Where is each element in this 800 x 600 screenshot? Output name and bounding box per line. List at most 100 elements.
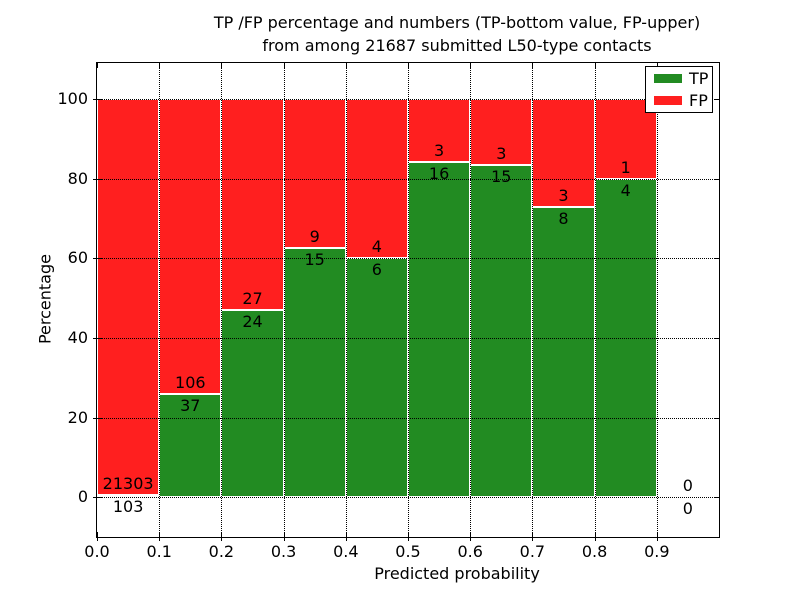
x-tick-label: 0.2 bbox=[208, 542, 235, 561]
chart-title-line1: TP /FP percentage and numbers (TP-bottom… bbox=[213, 13, 701, 32]
y-tick-mark-right bbox=[714, 497, 719, 499]
bar-count-label-fp: 3 bbox=[434, 140, 445, 160]
bar-segment-tp bbox=[470, 165, 533, 498]
y-tick-mark bbox=[93, 497, 102, 499]
x-tick-mark bbox=[97, 532, 98, 541]
bar-count-label-tp: 15 bbox=[304, 250, 325, 270]
gridline-vertical bbox=[283, 63, 285, 537]
bar-count-label-tp: 6 bbox=[371, 260, 382, 280]
x-tick-mark bbox=[283, 532, 285, 541]
x-tick-mark-top bbox=[221, 63, 223, 68]
x-tick-label: 0.6 bbox=[457, 542, 483, 561]
bar-count-label-tp: 16 bbox=[428, 163, 450, 183]
x-tick-mark bbox=[594, 532, 596, 541]
y-tick-label: 20 bbox=[67, 407, 88, 427]
y-tick-label: 80 bbox=[67, 168, 88, 188]
legend-item-fp: FP bbox=[654, 92, 712, 109]
bar-segment-fp bbox=[221, 98, 284, 310]
y-tick-mark-right bbox=[714, 98, 719, 100]
x-tick-mark-top bbox=[532, 63, 534, 68]
x-tick-label: 0.4 bbox=[333, 542, 359, 561]
bar-segment-tp bbox=[408, 161, 471, 498]
x-tick-mark-top bbox=[408, 63, 409, 68]
chart-title-line2: from among 21687 submitted L50-type cont… bbox=[262, 36, 652, 55]
gridline-vertical bbox=[594, 63, 596, 537]
x-tick-mark-top bbox=[594, 63, 596, 68]
bar-count-label-tp: 37 bbox=[180, 396, 201, 416]
x-tick-mark-top bbox=[345, 63, 347, 68]
bar-count-label-fp: 4 bbox=[371, 237, 382, 257]
x-axis-label: Predicted probability bbox=[374, 564, 540, 583]
bar-count-label-fp: 3 bbox=[496, 144, 507, 164]
bar-count-label-tp: 8 bbox=[558, 209, 569, 229]
gridline-vertical bbox=[532, 63, 534, 537]
x-tick-label: 0.9 bbox=[644, 542, 670, 561]
bar-count-label-fp: 0 bbox=[682, 476, 693, 496]
legend-label-tp: TP bbox=[689, 69, 709, 88]
x-tick-label: 0.8 bbox=[581, 542, 608, 561]
y-tick-mark bbox=[93, 178, 102, 180]
y-tick-mark bbox=[93, 258, 102, 260]
gridline-vertical bbox=[221, 63, 223, 537]
y-tick-mark-right bbox=[714, 258, 719, 260]
bar-count-label-fp: 1 bbox=[620, 157, 631, 177]
x-tick-label: 0.3 bbox=[270, 542, 297, 561]
x-tick-mark bbox=[656, 532, 658, 541]
fp-color-swatch bbox=[654, 96, 682, 105]
bar-count-label-tp: 4 bbox=[620, 180, 631, 200]
x-tick-mark-top bbox=[97, 63, 98, 68]
x-tick-mark bbox=[345, 532, 347, 541]
bar-count-label-tp: 103 bbox=[112, 497, 144, 517]
bar-segment-tp bbox=[532, 207, 595, 498]
y-tick-mark bbox=[93, 417, 102, 419]
y-tick-mark-right bbox=[714, 178, 719, 180]
chart-title: TP /FP percentage and numbers (TP-bottom… bbox=[157, 11, 757, 57]
x-tick-label: 0.1 bbox=[146, 542, 172, 561]
x-tick-mark-top bbox=[656, 63, 658, 68]
y-tick-mark bbox=[93, 98, 102, 100]
bar-segment-fp bbox=[408, 98, 471, 162]
x-tick-label: 0.7 bbox=[519, 542, 546, 561]
bar-segment-fp bbox=[159, 98, 222, 395]
bar-count-label-fp: 9 bbox=[309, 227, 320, 247]
x-tick-mark bbox=[408, 532, 409, 541]
legend: TP FP bbox=[645, 66, 713, 113]
x-tick-mark-top bbox=[470, 63, 472, 68]
x-tick-mark bbox=[470, 532, 472, 541]
bar-count-label-fp: 27 bbox=[242, 288, 263, 308]
legend-item-tp: TP bbox=[654, 70, 712, 87]
x-tick-label: 0.5 bbox=[395, 542, 421, 561]
y-tick-mark-right bbox=[714, 417, 719, 419]
tp-color-swatch bbox=[654, 74, 682, 83]
bar-count-label-tp: 24 bbox=[242, 311, 263, 331]
bar-segment-tp bbox=[159, 394, 222, 498]
y-tick-label: 40 bbox=[67, 327, 88, 347]
gridline-vertical bbox=[656, 63, 658, 537]
gridline-vertical bbox=[408, 63, 409, 537]
bar-count-label-fp: 3 bbox=[558, 186, 569, 206]
gridline-vertical bbox=[159, 63, 161, 537]
gridline-vertical bbox=[345, 63, 347, 537]
bar-segment-fp bbox=[97, 98, 160, 496]
y-tick-label: 60 bbox=[67, 248, 88, 268]
plot-area: 21303 103 106 37 27 24 9 15 4 6 3 16 3 15 3 8 1 4 0 0 bbox=[93, 62, 720, 541]
gridline-vertical bbox=[470, 63, 472, 537]
x-tick-mark bbox=[159, 532, 161, 541]
y-tick-mark bbox=[93, 337, 102, 339]
bar-segment-tp bbox=[345, 258, 408, 498]
bar-count-label-tp: 15 bbox=[491, 167, 512, 187]
x-tick-label: 0.0 bbox=[84, 542, 110, 561]
y-tick-label: 0 bbox=[77, 487, 88, 507]
bar-count-label-fp: 21303 bbox=[102, 474, 154, 494]
y-tick-label: 100 bbox=[57, 88, 88, 108]
legend-label-fp: FP bbox=[689, 91, 708, 110]
x-tick-mark-top bbox=[159, 63, 161, 68]
x-tick-mark bbox=[532, 532, 534, 541]
y-tick-mark-right bbox=[714, 337, 719, 339]
bar-segment-tp bbox=[97, 495, 160, 498]
bar-segment-fp bbox=[283, 98, 346, 249]
bar-count-label-tp: 0 bbox=[682, 499, 693, 519]
x-tick-mark bbox=[221, 532, 223, 541]
bar-count-label-fp: 106 bbox=[175, 373, 206, 393]
